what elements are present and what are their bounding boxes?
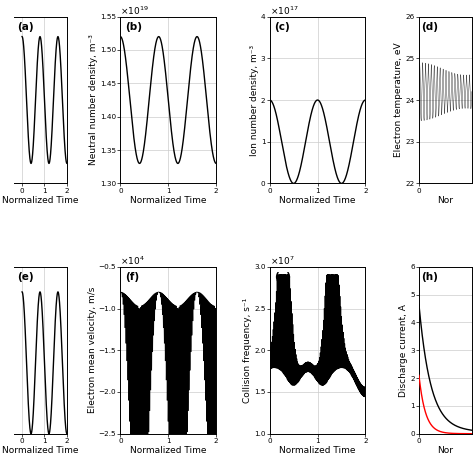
Y-axis label: Electron mean velocity, m/s: Electron mean velocity, m/s: [88, 287, 97, 413]
Y-axis label: Neutral number density, m⁻³: Neutral number density, m⁻³: [89, 35, 98, 165]
X-axis label: Nor: Nor: [438, 446, 453, 455]
X-axis label: Normalized Time: Normalized Time: [279, 446, 356, 455]
Text: (a): (a): [17, 22, 34, 32]
Y-axis label: Discharge current, A: Discharge current, A: [399, 304, 408, 397]
Y-axis label: Collision frequency, s⁻¹: Collision frequency, s⁻¹: [243, 298, 252, 403]
Y-axis label: Electron temperature, eV: Electron temperature, eV: [394, 43, 403, 157]
Text: (c): (c): [274, 22, 290, 32]
X-axis label: Normalized Time: Normalized Time: [130, 446, 207, 455]
X-axis label: Normalized Time: Normalized Time: [279, 196, 356, 205]
X-axis label: Normalized Time: Normalized Time: [2, 446, 79, 455]
Y-axis label: Ion number density, m⁻³: Ion number density, m⁻³: [250, 45, 259, 155]
Text: (g): (g): [274, 272, 292, 282]
Text: (h): (h): [421, 272, 438, 282]
Text: (b): (b): [125, 22, 142, 32]
Text: (d): (d): [421, 22, 438, 32]
Text: $\times 10^{4}$: $\times 10^{4}$: [120, 255, 145, 267]
X-axis label: Normalized Time: Normalized Time: [130, 196, 207, 205]
Text: $\times 10^{19}$: $\times 10^{19}$: [120, 4, 149, 17]
X-axis label: Nor: Nor: [438, 196, 453, 205]
Text: $\times 10^{17}$: $\times 10^{17}$: [270, 4, 298, 17]
Text: (f): (f): [125, 272, 139, 282]
Text: (e): (e): [17, 272, 34, 282]
X-axis label: Normalized Time: Normalized Time: [2, 196, 79, 205]
Text: $\times 10^{7}$: $\times 10^{7}$: [270, 255, 294, 267]
